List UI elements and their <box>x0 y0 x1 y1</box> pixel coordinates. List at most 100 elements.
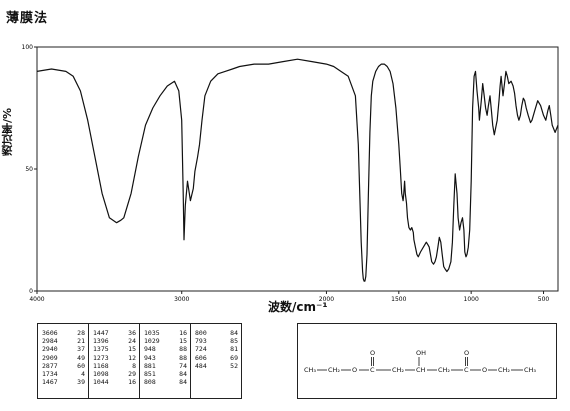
peak-row: 606 69 <box>195 354 238 362</box>
peak-row: 1098 29 <box>93 370 136 378</box>
peak-row: 1168 8 <box>93 362 136 370</box>
struct-label-ch2-1: CH₂ <box>328 366 340 374</box>
peak-wavenumber: 2940 <box>42 345 58 354</box>
peak-row: 943 88 <box>144 354 187 362</box>
y-tick-label: 100 <box>22 44 34 51</box>
peak-row: 1734 4 <box>42 370 85 378</box>
peak-row: 2984 21 <box>42 337 85 345</box>
struct-label-ch: CH <box>416 366 426 374</box>
peak-transmittance: 81 <box>230 345 238 354</box>
peak-wavenumber: 2877 <box>42 361 58 370</box>
x-tick-label: 2000 <box>319 296 334 303</box>
peak-transmittance: 28 <box>77 329 85 337</box>
peak-wavenumber: 1035 <box>144 329 160 337</box>
struct-label-ch2-2: CH₂ <box>392 366 404 374</box>
x-tick-label: 1500 <box>391 296 406 303</box>
peak-transmittance: 69 <box>230 353 238 362</box>
peak-row: 793 85 <box>195 337 238 345</box>
struct-label-ch2-4: CH₂ <box>498 366 510 374</box>
peak-transmittance: 49 <box>77 353 85 362</box>
peak-wavenumber: 943 <box>144 353 156 362</box>
peak-wavenumber: 724 <box>195 345 207 354</box>
peak-transmittance: 24 <box>128 337 136 346</box>
peak-wavenumber: 2909 <box>42 353 58 362</box>
peak-row: 808 84 <box>144 378 187 386</box>
peak-table-column: 1447 36 1396 24 1375 15 1273 12 1168 8 1098 29 1044 1… <box>89 324 140 398</box>
peak-wavenumber: 2984 <box>42 337 58 346</box>
peak-wavenumber: 1029 <box>144 337 160 346</box>
struct-label-o-carbonyl-1: O <box>370 349 375 357</box>
peak-wavenumber: 606 <box>195 353 207 362</box>
peak-transmittance: 39 <box>77 378 85 387</box>
peak-row: 2877 60 <box>42 362 85 370</box>
method-title: 薄膜法 <box>6 11 49 26</box>
peak-wavenumber: 1734 <box>42 370 58 379</box>
peak-transmittance: 16 <box>128 378 136 387</box>
peak-wavenumber: 948 <box>144 345 156 354</box>
y-tick-label: 0 <box>29 288 33 295</box>
struct-label-o-1: O <box>352 366 357 374</box>
struct-label-oh: OH <box>416 349 426 357</box>
struct-label-ch3-left: CH₃ <box>304 366 316 374</box>
peak-table-column: 3606 28 2984 21 2940 37 2909 49 2877 60 1734 4 1467 3… <box>38 324 89 398</box>
struct-label-ch2-3: CH₂ <box>438 366 450 374</box>
peak-table-column: 800 84 793 85 724 81 606 69 484 52 <box>191 324 241 398</box>
peak-wavenumber: 881 <box>144 361 156 370</box>
peak-table-column: 1035 16 1029 15 948 88 943 88 881 74 851 84 808 84 <box>140 324 191 398</box>
peak-wavenumber: 1168 <box>93 361 109 370</box>
peak-wavenumber: 851 <box>144 370 156 379</box>
peak-wavenumber: 1044 <box>93 378 109 387</box>
peak-transmittance: 8 <box>132 361 136 370</box>
x-tick-label: 3000 <box>174 296 189 303</box>
structure-formula: CH₃ CH₂ O C O CH₂ CH OH CH₂ C O O CH₂ CH… <box>297 323 557 399</box>
y-tick-label: 50 <box>25 166 33 173</box>
peak-row: 1044 16 <box>93 378 136 386</box>
peak-row: 1375 15 <box>93 345 136 353</box>
peak-wavenumber: 1447 <box>93 329 109 337</box>
peak-row: 1396 24 <box>93 337 136 345</box>
peak-wavenumber: 1396 <box>93 337 109 346</box>
peak-transmittance: 21 <box>77 337 85 346</box>
x-tick-label: 4000 <box>29 296 44 303</box>
peak-transmittance: 12 <box>128 353 136 362</box>
peak-transmittance: 60 <box>77 361 85 370</box>
peak-transmittance: 84 <box>179 370 187 379</box>
struct-label-ch3-right: CH₃ <box>524 366 536 374</box>
peak-transmittance: 37 <box>77 345 85 354</box>
peak-wavenumber: 1273 <box>93 353 109 362</box>
peak-transmittance: 15 <box>179 337 187 346</box>
x-axis-label: 波数/cm⁻¹ <box>268 300 328 314</box>
peak-transmittance: 74 <box>179 361 187 370</box>
plot-frame <box>36 46 559 292</box>
peak-wavenumber: 1467 <box>42 378 58 387</box>
peak-transmittance: 52 <box>230 361 238 370</box>
peak-transmittance: 85 <box>230 337 238 346</box>
peak-transmittance: 4 <box>81 370 85 379</box>
peak-wavenumber: 800 <box>195 329 207 337</box>
peak-transmittance: 84 <box>179 378 187 387</box>
peak-transmittance: 16 <box>179 329 187 337</box>
peak-row: 881 74 <box>144 362 187 370</box>
peak-row: 1035 16 <box>144 329 187 337</box>
x-tick-label: 500 <box>538 296 550 303</box>
peak-transmittance: 29 <box>128 370 136 379</box>
peak-wavenumber: 793 <box>195 337 207 346</box>
peak-row: 1447 36 <box>93 329 136 337</box>
peak-table: 3606 28 2984 21 2940 37 2909 49 2877 60 1734 4 1467 3… <box>37 323 242 399</box>
peak-row: 851 84 <box>144 370 187 378</box>
peak-row: 948 88 <box>144 345 187 353</box>
struct-label-o-2: O <box>482 366 487 374</box>
peak-transmittance: 15 <box>128 345 136 354</box>
peak-transmittance: 84 <box>230 329 238 337</box>
peak-transmittance: 88 <box>179 353 187 362</box>
peak-row: 1029 15 <box>144 337 187 345</box>
spectrum-line <box>36 58 559 282</box>
struct-label-c-2: C <box>464 366 469 374</box>
peak-row: 2940 37 <box>42 345 85 353</box>
struct-label-o-carbonyl-2: O <box>464 349 469 357</box>
peak-wavenumber: 3606 <box>42 329 58 337</box>
struct-label-c-1: C <box>370 366 375 374</box>
peak-wavenumber: 484 <box>195 361 207 370</box>
peak-transmittance: 36 <box>128 329 136 337</box>
